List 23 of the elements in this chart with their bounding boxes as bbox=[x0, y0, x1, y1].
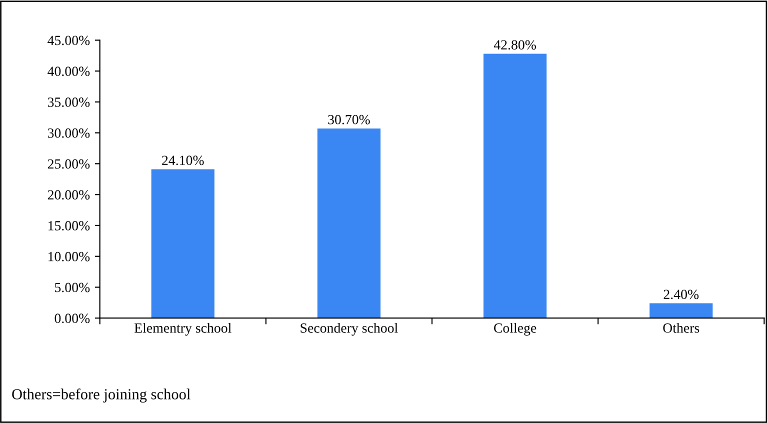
y-tick-label: 35.00% bbox=[48, 98, 90, 107]
y-tick-label: 40.00% bbox=[48, 66, 90, 76]
bar bbox=[483, 54, 547, 318]
x-tick-label: Others bbox=[663, 322, 700, 333]
y-tick-label: 0.00% bbox=[54, 314, 90, 324]
bar bbox=[317, 128, 381, 318]
y-tick-label: 10.00% bbox=[48, 252, 90, 262]
y-tick-label: 30.00% bbox=[48, 128, 90, 138]
y-tick-label: 15.00% bbox=[48, 221, 90, 230]
data-label: 24.10% bbox=[162, 156, 204, 166]
y-tick-label: 20.00% bbox=[48, 190, 90, 200]
x-tick-label: Secondery school bbox=[300, 322, 398, 336]
y-tick-label: 5.00% bbox=[55, 282, 90, 292]
x-tick-label: Elementry school bbox=[134, 322, 232, 336]
bar bbox=[151, 169, 214, 318]
y-tick-label: 25.00% bbox=[48, 159, 90, 169]
bar bbox=[650, 303, 713, 318]
data-label: 30.70% bbox=[328, 114, 370, 124]
text: Others=before joining school bbox=[12, 388, 190, 403]
x-tick-label: College bbox=[494, 322, 536, 336]
y-tick-label: 45.00% bbox=[48, 36, 90, 46]
data-label: 42.80% bbox=[494, 40, 536, 50]
data-label: 2.40% bbox=[664, 290, 699, 300]
